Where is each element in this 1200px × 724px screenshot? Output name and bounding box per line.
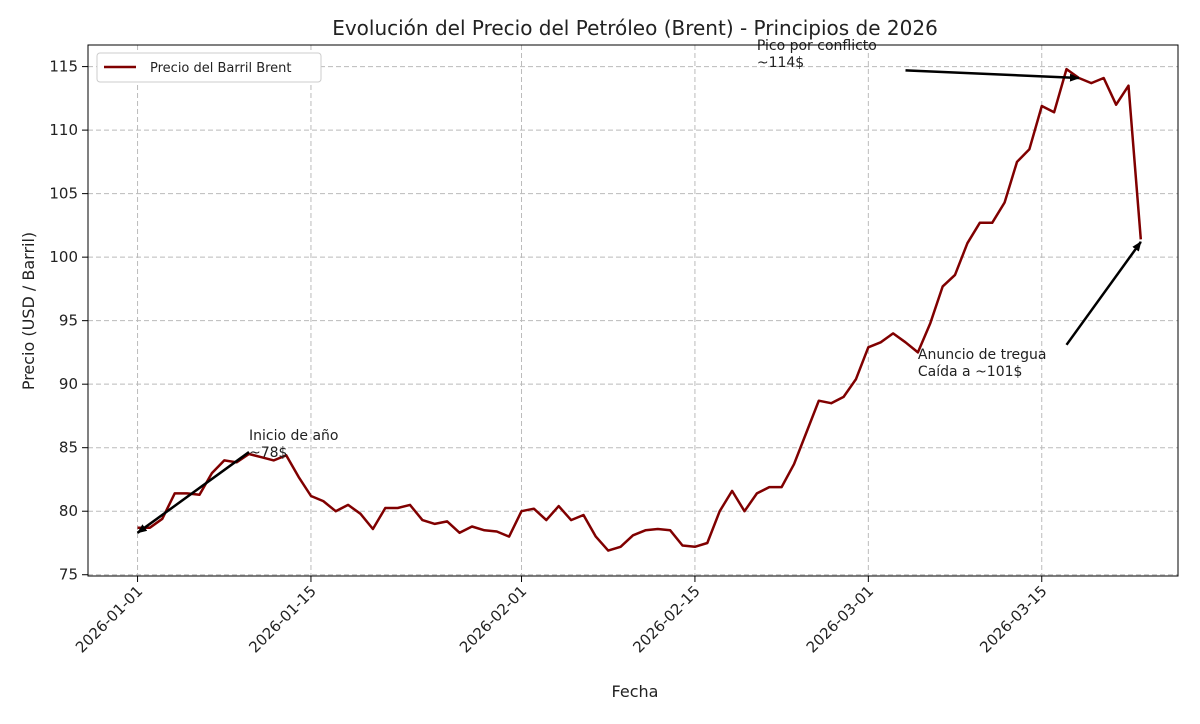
chart-title: Evolución del Precio del Petróleo (Brent…	[332, 16, 938, 40]
legend-label: Precio del Barril Brent	[150, 61, 292, 76]
grid	[88, 45, 1178, 576]
y-tick-label: 115	[49, 58, 78, 76]
x-tick-label: 2026-03-01	[803, 582, 877, 656]
plot-frame	[87, 44, 1179, 577]
legend-box	[96, 52, 322, 83]
annotation-text: ~114$	[757, 55, 804, 71]
annotation-text: Pico por conflicto	[757, 38, 877, 54]
y-tick-label: 80	[59, 502, 78, 520]
x-tick-label: 2026-02-15	[629, 582, 703, 656]
series-layer	[137, 67, 1143, 552]
y-tick-label: 95	[59, 312, 78, 330]
annotation-arrow	[136, 451, 250, 534]
x-tick-label: 2026-01-15	[245, 582, 319, 656]
annotation-text: ~78$	[249, 445, 287, 461]
annotations: Inicio de año~78$ Pico por conflicto~114$…	[136, 38, 1142, 534]
y-tick-label: 100	[49, 248, 78, 266]
x-tick-label: 2026-01-01	[72, 582, 146, 656]
y-tick-label: 75	[59, 566, 78, 584]
annotation-text: Anuncio de tregua	[918, 347, 1047, 363]
annotation-arrow	[905, 69, 1080, 82]
x-ticks: 2026-01-01 2026-01-15 2026-02-01 2026-02-15…	[72, 576, 1051, 656]
annotation-text: Inicio de año	[249, 428, 338, 444]
series-line-brent	[137, 67, 1143, 552]
legend: Precio del Barril Brent	[96, 52, 322, 83]
x-tick-label: 2026-03-15	[976, 582, 1050, 656]
y-ticks: 75 80 85 90 95 100 105 110 115	[49, 58, 88, 584]
x-axis-label: Fecha	[612, 682, 659, 701]
y-tick-label: 110	[49, 121, 78, 139]
annotation-arrow	[1065, 241, 1142, 346]
y-tick-label: 85	[59, 439, 78, 457]
annotation-text: Caída a ~101$	[918, 364, 1023, 380]
y-tick-label: 90	[59, 375, 78, 393]
y-tick-label: 105	[49, 185, 78, 203]
y-axis-label: Precio (USD / Barril)	[19, 232, 38, 390]
x-tick-label: 2026-02-01	[456, 582, 530, 656]
